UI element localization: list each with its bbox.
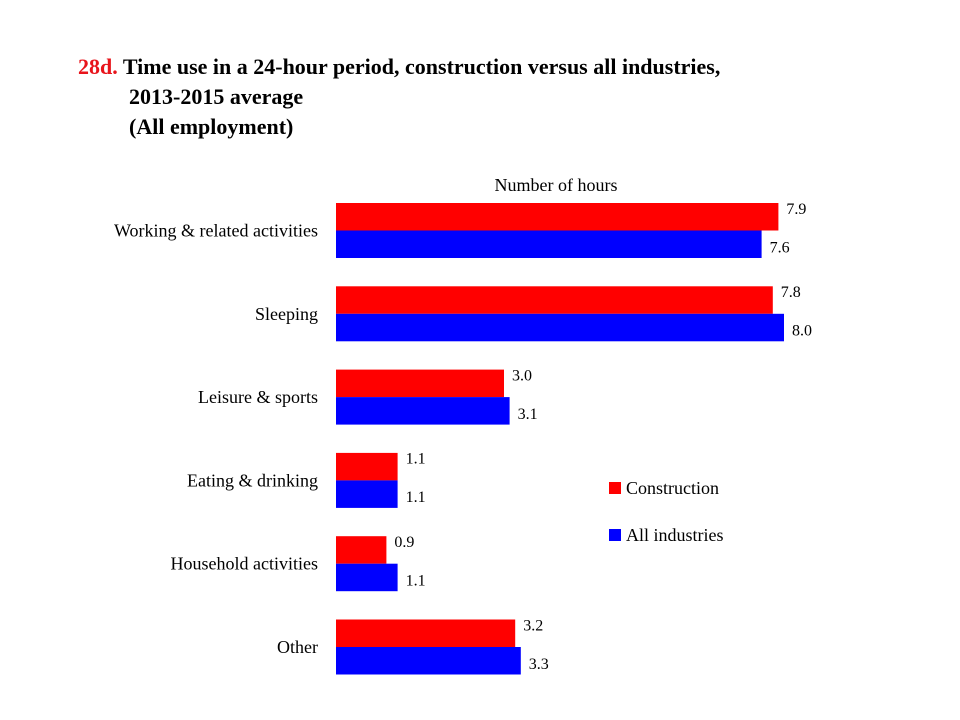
data-label-construction: 3.0	[512, 367, 532, 384]
category-label: Eating & drinking	[187, 470, 318, 490]
legend-label-all-industries: All industries	[626, 525, 724, 545]
legend-swatch-construction	[609, 482, 621, 494]
bar-all-industries	[336, 313, 784, 342]
bars-group: Working & related activities 7.9 7.6 Sleepi…	[114, 201, 812, 675]
bar-all-industries	[336, 230, 762, 258]
chart-title-line3: (All employment)	[129, 114, 294, 139]
legend: Construction All industries	[609, 478, 724, 545]
data-label-all-industries: 1.1	[406, 572, 426, 589]
bar-construction	[336, 203, 779, 231]
chart-title-number: 28d.	[78, 54, 118, 79]
category-label: Household activities	[171, 554, 318, 574]
x-axis-label: Number of hours	[495, 175, 618, 195]
bar-construction	[336, 369, 504, 398]
bar-construction	[336, 452, 398, 481]
data-label-all-industries: 1.1	[406, 489, 426, 506]
bar-construction	[336, 619, 516, 647]
bar-all-industries	[336, 563, 398, 592]
data-label-construction: 7.9	[786, 201, 806, 218]
data-label-construction: 7.8	[781, 284, 801, 301]
data-label-construction: 0.9	[394, 534, 414, 551]
data-label-all-industries: 3.1	[518, 406, 538, 423]
category-label: Working & related activities	[114, 221, 318, 241]
data-label-all-industries: 8.0	[792, 323, 812, 340]
legend-swatch-all-industries	[609, 529, 621, 541]
bar-construction	[336, 286, 773, 314]
bar-all-industries	[336, 480, 398, 508]
data-label-construction: 1.1	[406, 451, 426, 468]
chart-title: 28d. Time use in a 24-hour period, const…	[78, 52, 720, 142]
bar-all-industries	[336, 647, 521, 675]
chart-title-line2: 2013-2015 average	[129, 84, 304, 109]
category-label: Sleeping	[255, 304, 318, 324]
category-label: Other	[277, 637, 318, 657]
legend-label-construction: Construction	[626, 478, 719, 498]
category-label: Leisure & sports	[198, 387, 318, 407]
data-label-all-industries: 7.6	[770, 239, 790, 256]
bar-construction	[336, 536, 387, 564]
bar-all-industries	[336, 397, 510, 425]
chart-title-line1: Time use in a 24-hour period, constructi…	[122, 54, 721, 79]
data-label-all-industries: 3.3	[529, 656, 549, 673]
data-label-construction: 3.2	[523, 617, 543, 634]
